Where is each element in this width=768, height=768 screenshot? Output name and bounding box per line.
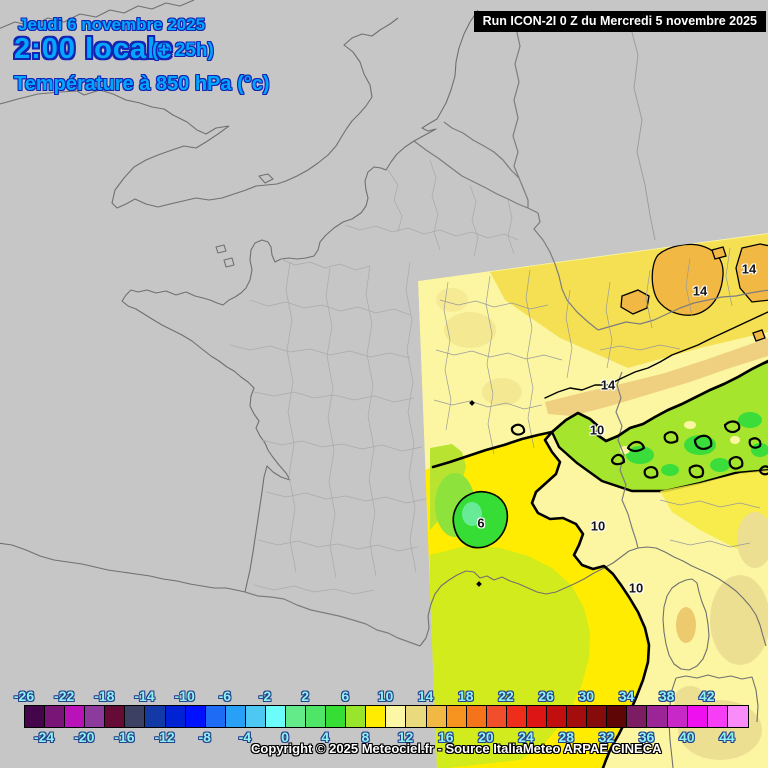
colorbar-cell	[386, 706, 407, 727]
colorbar-tick-label: 20	[478, 729, 494, 745]
colorbar-tick-label: 38	[658, 688, 675, 704]
colorbar-cell	[587, 706, 608, 727]
isotherm-contours	[431, 311, 768, 768]
colorbar-tick-label: -16	[114, 729, 135, 745]
colorbar-cell	[707, 706, 728, 727]
colorbar-cell	[366, 706, 387, 727]
colorbar-tick-label: -14	[134, 688, 155, 704]
colorbar-cell	[687, 706, 708, 727]
colorbar-cell	[667, 706, 688, 727]
colorbar-tick-label: 42	[699, 688, 715, 704]
colorbar-cell	[185, 706, 206, 727]
parameter-label: Température à 850 hPa (°c)	[14, 73, 270, 95]
colorbar-cell	[426, 706, 447, 727]
colorbar-cell	[647, 706, 668, 727]
colorbar-tick-label: 24	[518, 729, 534, 745]
colorbar-cell	[326, 706, 347, 727]
colorbar-tick-label: 36	[638, 729, 655, 745]
isotherm-value-label: 14	[741, 261, 757, 277]
colorbar-tick-label: 14	[417, 688, 434, 704]
colorbar-tick-label: -12	[154, 729, 175, 745]
colorbar-cell	[265, 706, 287, 727]
colorbar-cell	[245, 706, 266, 727]
colorbar-tick-label: -2	[258, 688, 272, 704]
forecast-offset-label: (+ 25h)	[152, 40, 214, 61]
colorbar-cell	[286, 706, 307, 727]
colorbar-tick-label: 44	[719, 729, 735, 745]
colorbar-tick-label: 8	[361, 729, 370, 745]
colorbar-cell	[466, 706, 487, 727]
date-label: Jeudi 6 novembre 2025	[18, 15, 206, 34]
colorbar-tick-label: -10	[174, 688, 195, 704]
colorbar-cell	[346, 706, 367, 727]
colorbar-tick-label: -26	[13, 688, 35, 704]
colorbar-tick-label: 10	[377, 688, 394, 704]
colorbar-tick-label: 6	[341, 688, 350, 704]
colorbar-cell	[306, 706, 327, 727]
temperature-colorbar	[24, 705, 749, 728]
colorbar-cell	[567, 706, 588, 727]
colorbar-tick-label: 28	[558, 729, 575, 745]
colorbar-cell	[65, 706, 86, 727]
isotherm-value-label: 14	[692, 283, 708, 299]
colorbar-tick-label: 32	[598, 729, 615, 745]
colorbar-tick-label: -24	[33, 729, 55, 745]
colorbar-cell	[45, 706, 66, 727]
run-info-box: Run ICON-2I 0 Z du Mercredi 5 novembre 2…	[473, 11, 766, 32]
colorbar-cell	[526, 706, 548, 727]
colorbar-cell	[486, 706, 507, 727]
colorbar-cell	[165, 706, 186, 727]
colorbar-tick-label: 26	[538, 688, 554, 704]
department-borders	[229, 159, 761, 595]
colorbar-tick-label: -8	[198, 729, 211, 745]
colorbar-cell	[547, 706, 568, 727]
colorbar-tick-label: -4	[238, 729, 252, 745]
colorbar-cell	[125, 706, 146, 727]
colorbar-tick-label: -18	[94, 688, 115, 704]
colorbar-tick-label: 16	[437, 729, 454, 745]
colorbar-cell	[406, 706, 427, 727]
colorbar-tick-label: 40	[678, 729, 695, 745]
colorbar-cell	[506, 706, 527, 727]
isotherm-value-label: 10	[589, 422, 605, 438]
isotherm-value-label: 10	[628, 580, 644, 596]
isotherm-value-label: 6	[477, 515, 485, 531]
colorbar-tick-label: 2	[301, 688, 310, 704]
colorbar-cell	[446, 706, 467, 727]
model-domain-fill	[418, 233, 768, 768]
colorbar-tick-label: 22	[498, 688, 514, 704]
colorbar-cell	[205, 706, 226, 727]
colorbar-cell	[105, 706, 126, 727]
isotherm-value-label: 14	[600, 377, 616, 393]
colorbar-tick-label: 12	[397, 729, 414, 745]
colorbar-tick-label: 34	[618, 688, 635, 704]
colorbar-cell	[145, 706, 166, 727]
colorbar-cell	[25, 706, 46, 727]
colorbar-tick-label: 30	[578, 688, 595, 704]
country-borders	[244, 11, 768, 647]
colorbar-tick-label: -20	[74, 729, 95, 745]
colorbar-cell	[607, 706, 628, 727]
time-label: 2:00 locale	[14, 33, 174, 65]
colorbar-cell	[627, 706, 648, 727]
colorbar-tick-label: 4	[321, 729, 330, 745]
colorbar-cell	[85, 706, 106, 727]
colorbar-tick-label: 18	[458, 688, 474, 704]
colorbar-tick-label: 0	[281, 729, 289, 745]
colorbar-cell	[225, 706, 246, 727]
copyright-text: Copyright © 2025 Meteociel.fr - Source I…	[251, 741, 662, 756]
isotherm-value-label: 10	[590, 518, 606, 534]
colorbar-tick-label: -22	[54, 688, 75, 704]
colorbar-tick-label: -6	[218, 688, 232, 704]
colorbar-cell	[727, 706, 748, 727]
